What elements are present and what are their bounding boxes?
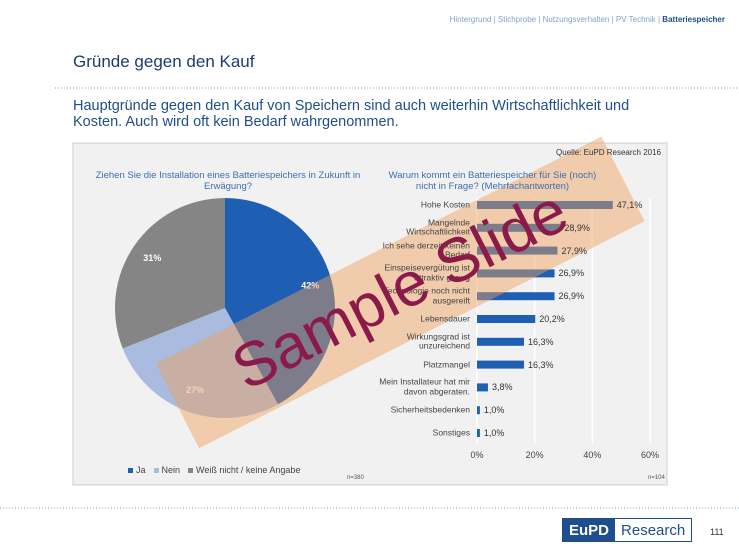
bar (477, 337, 524, 346)
value-label: 28,9% (564, 222, 590, 233)
watermark-band (155, 136, 645, 449)
logo-mark: EuPD (563, 519, 616, 541)
legend: Ja Nein Weiß nicht / keine Angabe (128, 465, 308, 475)
legend-item: Nein (153, 465, 181, 475)
sample-size: n=104 (648, 475, 665, 481)
value-label: 26,9% (558, 291, 585, 302)
bar (477, 223, 561, 232)
legend-label: Ja (136, 465, 146, 475)
bar (477, 406, 480, 415)
legend-swatch (188, 468, 194, 474)
bar (477, 246, 558, 255)
x-tick-label: 0% (470, 450, 484, 460)
logo-text: Research (621, 521, 686, 539)
value-label: 3,8% (491, 382, 513, 393)
value-label: 16,3% (527, 359, 554, 370)
category-label: Lebensdauer (420, 313, 470, 324)
x-tick-label: 20% (525, 450, 544, 460)
value-label: 1,0% (483, 405, 505, 416)
slide-title: Gründe gegen den Kauf (73, 52, 255, 71)
bar (477, 201, 613, 209)
category-label: Platzmangel (423, 358, 470, 369)
value-label: 1,0% (483, 428, 505, 438)
slice-label: 27% (186, 385, 204, 395)
nav: Hintergrund | Stichprobe | Nutzungsverha… (450, 15, 725, 24)
slice-label: 31% (143, 253, 161, 263)
category-label: Sicherheitsbedenken (390, 404, 470, 415)
value-label: 20,2% (539, 314, 565, 324)
category-label: Hohe Kosten (420, 199, 470, 210)
bar (477, 429, 480, 437)
nav-items: Hintergrund | Stichprobe | Nutzungsverha… (449, 15, 661, 24)
pie-title: Ziehen Sie die Installation eines Batter… (95, 170, 361, 192)
value-label: 16,3% (527, 336, 554, 347)
bar (477, 269, 555, 278)
category-label: Mein Installateur hat mir davon abgerate… (379, 376, 470, 397)
legend-label: Nein (161, 465, 181, 475)
bar-title: Warum kommt ein Batteriespeicher für Sie… (388, 170, 597, 192)
legend-swatch (128, 468, 133, 474)
category-label: Mangelnde Wirtschaftlichkeit (406, 217, 470, 237)
pie-slice (114, 198, 225, 349)
slice-label: 42% (301, 280, 319, 290)
headline: Hauptgründe gegen den Kauf von Speichern… (73, 98, 630, 130)
category-label: Technologie noch nicht ausgereift (383, 285, 470, 306)
legend-item: Weiß nicht / keine Angabe (188, 465, 300, 475)
value-label: 26,9% (558, 268, 585, 279)
bar (477, 383, 488, 392)
logo: EuPD Research (562, 518, 692, 542)
legend-item: Ja (128, 465, 146, 475)
category-label: Sonstiges (432, 427, 470, 438)
value-label: 47,1% (616, 200, 643, 210)
x-tick-label: 60% (640, 450, 660, 460)
legend-swatch (153, 468, 159, 474)
value-label: 27,9% (561, 245, 587, 256)
pie-slice (122, 308, 278, 418)
bar (477, 315, 536, 323)
nav-active: Batteriespeicher (662, 15, 725, 24)
sample-size: n=380 (347, 475, 364, 481)
source: Quelle: EuPD Research 2016 (556, 148, 661, 157)
category-label: Ich sehe derzeit keinen Bedarf (382, 240, 470, 260)
legend-label: Weiß nicht / keine Angabe (196, 465, 301, 475)
bar (477, 360, 524, 369)
page-number: 111 (710, 527, 724, 537)
x-tick-label: 40% (583, 450, 602, 460)
bar (477, 292, 555, 301)
category-label: Einspeisevergütung ist attraktiv genug (384, 262, 470, 283)
pie-slice (225, 198, 335, 405)
category-label: Wirkungsgrad ist unzureichend (406, 331, 470, 351)
